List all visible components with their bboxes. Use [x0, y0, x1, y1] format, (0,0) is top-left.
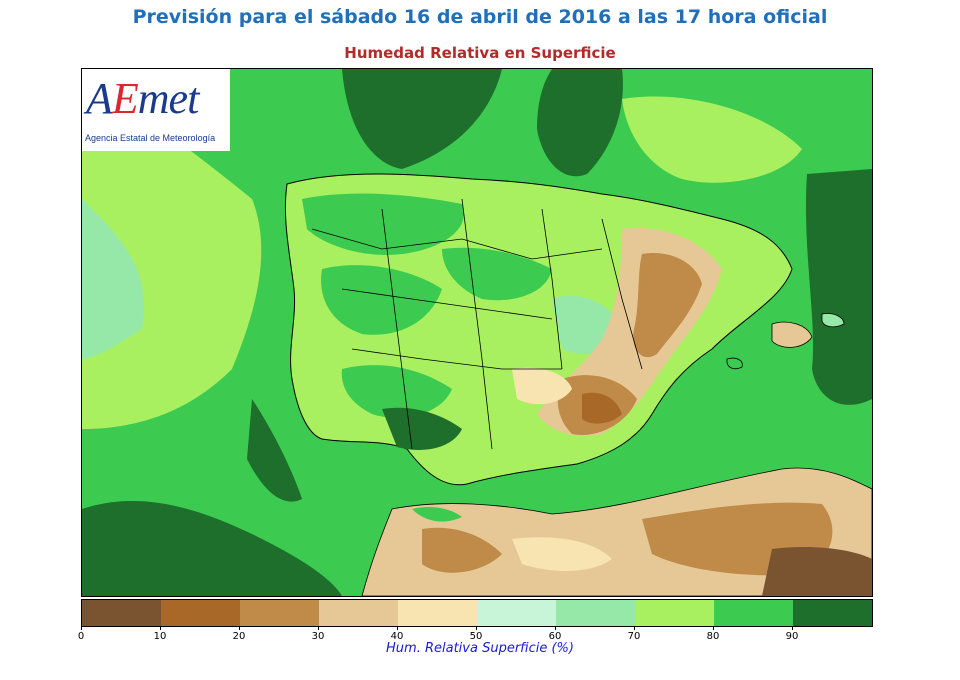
south-iberia-humid [341, 365, 452, 418]
colorbar-tick-label: 70 [627, 631, 641, 642]
logo-letter-a: A [86, 74, 113, 123]
murcia-driest-zone [582, 392, 622, 424]
colorbar-tick-label: 40 [390, 631, 404, 642]
colorbar-tick-label: 90 [785, 631, 799, 642]
africa-coast-humid [412, 506, 462, 522]
ebro-drier-zone [633, 253, 702, 358]
colorbar-tick-mark [555, 626, 556, 630]
central-iberia-humid [321, 265, 442, 335]
colorbar-tick-label: 20 [232, 631, 246, 642]
colorbar-segment [477, 600, 556, 626]
map-subtitle: Humedad Relativa en Superficie [344, 44, 616, 62]
colorbar-tick-mark [239, 626, 240, 630]
menorca-island [821, 313, 845, 328]
colorbar-label: Hum. Relativa Superficie (%) [386, 641, 574, 656]
colorbar-tick-mark [81, 626, 82, 630]
colorbar-tick-label: 0 [77, 631, 85, 642]
colorbar-segment [319, 600, 398, 626]
colorbar-segment [635, 600, 714, 626]
colorbar-segment [793, 600, 872, 626]
colorbar-segment [398, 600, 477, 626]
colorbar-tick-label: 50 [469, 631, 483, 642]
andalusia-very-humid [382, 407, 462, 450]
ibiza-island [726, 357, 743, 370]
colorbar-tick-mark [397, 626, 398, 630]
france-moderate-area [622, 96, 802, 183]
colorbar-segment [82, 600, 161, 626]
colorbar-tick-label: 10 [153, 631, 167, 642]
colorbar-tick-label: 80 [706, 631, 720, 642]
colorbar-segment [240, 600, 319, 626]
morocco-drier [422, 527, 502, 573]
province-borders [311, 198, 643, 450]
colorbar-segment [161, 600, 240, 626]
aemet-wordmark: AEmet [86, 73, 200, 124]
logo-letter-e: E [111, 74, 139, 123]
humidity-map [81, 68, 873, 597]
cadiz-gulf-very-humid [247, 399, 302, 502]
atlantic-light-area [82, 199, 144, 359]
mallorca-island [771, 321, 813, 348]
aemet-logo: AEmet Agencia Estatal de Meteorología [82, 69, 230, 151]
colorbar-tick-mark [713, 626, 714, 630]
algeria-driest [762, 547, 872, 596]
agency-name: Agencia Estatal de Meteorología [85, 133, 216, 143]
colorbar-segment [714, 600, 793, 626]
atlantic-moderate-area [82, 89, 262, 429]
east-med-very-humid [805, 169, 872, 405]
logo-letters-met: met [137, 74, 200, 123]
north-iberia-humid [302, 193, 464, 255]
forecast-title: Previsión para el sábado 16 de abril de … [132, 6, 828, 28]
colorbar-tick-mark [792, 626, 793, 630]
colorbar-tick-label: 60 [548, 631, 562, 642]
colorbar-tick-mark [318, 626, 319, 630]
lamancha-dry-light [512, 367, 572, 405]
colorbar-tick-mark [476, 626, 477, 630]
colorbar-tick-mark [634, 626, 635, 630]
north-atlantic-very-humid [342, 69, 502, 169]
colorbar-tick-mark [160, 626, 161, 630]
africa-dry-light [512, 537, 612, 571]
colorbar-ticks: 0 10 20 30 40 50 60 70 80 90 [78, 626, 873, 642]
biscay-very-humid [537, 69, 623, 177]
colorbar-tick-label: 30 [311, 631, 325, 642]
map-canvas [82, 69, 872, 596]
colorbar-segment [556, 600, 635, 626]
southwest-very-humid [82, 500, 342, 596]
humidity-colorbar [81, 599, 873, 627]
